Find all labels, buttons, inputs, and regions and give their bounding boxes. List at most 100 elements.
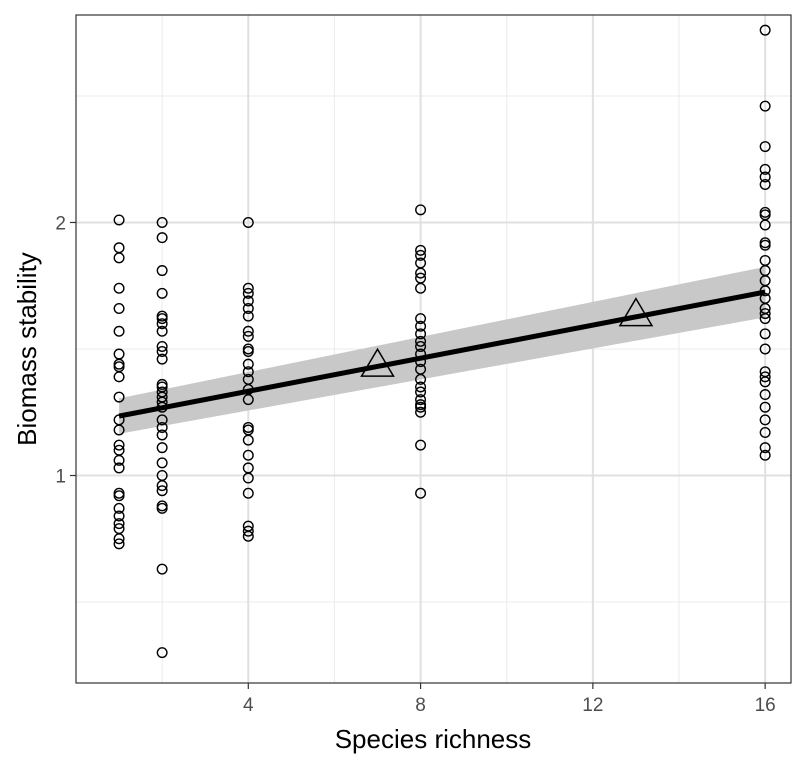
data-point bbox=[242, 358, 254, 370]
data-point bbox=[415, 267, 427, 279]
y-tick-label: 2 bbox=[55, 213, 66, 234]
regression-line bbox=[118, 289, 766, 419]
data-point bbox=[113, 510, 125, 522]
data-point bbox=[759, 24, 771, 36]
data-point bbox=[415, 381, 427, 393]
x-tick-label: 16 bbox=[755, 695, 776, 716]
data-point bbox=[759, 389, 771, 401]
data-point bbox=[759, 163, 771, 175]
x-tick-label: 8 bbox=[415, 695, 426, 716]
data-point bbox=[759, 171, 771, 183]
data-point bbox=[759, 371, 771, 383]
data-point bbox=[156, 457, 168, 469]
data-point bbox=[156, 287, 168, 299]
data-point bbox=[113, 303, 125, 315]
data-point bbox=[415, 249, 427, 261]
triangle-marker bbox=[618, 297, 654, 327]
data-point bbox=[415, 340, 427, 352]
data-point bbox=[242, 287, 254, 299]
data-point bbox=[156, 318, 168, 330]
data-point bbox=[759, 141, 771, 153]
data-point bbox=[156, 313, 168, 325]
data-point bbox=[156, 353, 168, 365]
data-point bbox=[156, 216, 168, 228]
data-point bbox=[156, 485, 168, 497]
data-point bbox=[113, 424, 125, 436]
data-point bbox=[113, 325, 125, 337]
data-point bbox=[242, 325, 254, 337]
data-point bbox=[156, 265, 168, 277]
data-point bbox=[242, 303, 254, 315]
data-point bbox=[415, 320, 427, 332]
data-point bbox=[156, 442, 168, 454]
data-point bbox=[415, 328, 427, 340]
data-point bbox=[759, 414, 771, 426]
data-point bbox=[242, 295, 254, 307]
data-point bbox=[242, 216, 254, 228]
data-point bbox=[156, 480, 168, 492]
data-point bbox=[242, 487, 254, 499]
data-point bbox=[415, 313, 427, 325]
data-point bbox=[759, 401, 771, 413]
data-point bbox=[242, 346, 254, 358]
data-point bbox=[113, 391, 125, 403]
x-tick-label: 12 bbox=[582, 695, 603, 716]
data-point bbox=[759, 427, 771, 439]
data-point bbox=[415, 487, 427, 499]
data-point bbox=[113, 518, 125, 530]
data-point bbox=[415, 282, 427, 294]
data-point bbox=[156, 502, 168, 514]
data-point bbox=[759, 308, 771, 320]
data-point bbox=[242, 330, 254, 342]
x-axis: 4 8 12 16 bbox=[243, 683, 776, 716]
data-point bbox=[415, 373, 427, 385]
data-point bbox=[156, 421, 168, 433]
data-point bbox=[113, 502, 125, 514]
data-point bbox=[113, 454, 125, 466]
data-point bbox=[156, 340, 168, 352]
data-point bbox=[759, 442, 771, 454]
data-point bbox=[759, 219, 771, 231]
data-point bbox=[759, 179, 771, 191]
data-point bbox=[415, 406, 427, 418]
data-point bbox=[113, 439, 125, 451]
data-point bbox=[156, 647, 168, 659]
data-point bbox=[113, 214, 125, 226]
data-point bbox=[242, 394, 254, 406]
data-point bbox=[759, 100, 771, 112]
data-point bbox=[759, 328, 771, 340]
data-point bbox=[113, 371, 125, 383]
data-point bbox=[242, 525, 254, 537]
data-points-layer bbox=[113, 24, 771, 659]
triangle-marker bbox=[360, 347, 395, 377]
data-point bbox=[156, 346, 168, 358]
data-point bbox=[759, 343, 771, 355]
data-point bbox=[242, 282, 254, 294]
data-point bbox=[242, 366, 254, 378]
x-tick-label: 4 bbox=[243, 695, 254, 716]
y-axis-title: Biomass stability bbox=[12, 252, 42, 446]
confidence-ribbon-layer bbox=[119, 266, 766, 434]
data-point bbox=[113, 462, 125, 474]
data-point bbox=[415, 335, 427, 347]
data-point bbox=[415, 204, 427, 216]
data-point bbox=[759, 313, 771, 325]
data-point bbox=[759, 449, 771, 461]
y-axis: 12 bbox=[55, 213, 76, 488]
data-point bbox=[113, 533, 125, 545]
data-point bbox=[415, 439, 427, 451]
confidence-ribbon bbox=[119, 266, 766, 434]
data-point bbox=[242, 449, 254, 461]
data-point bbox=[242, 530, 254, 542]
data-point bbox=[759, 239, 771, 251]
data-point bbox=[242, 472, 254, 484]
data-point bbox=[113, 490, 125, 502]
data-point bbox=[759, 376, 771, 388]
data-point bbox=[415, 394, 427, 406]
data-point bbox=[156, 325, 168, 337]
data-point bbox=[156, 232, 168, 244]
data-point bbox=[242, 310, 254, 322]
data-point bbox=[156, 414, 168, 426]
triangle-markers-layer bbox=[360, 297, 654, 377]
